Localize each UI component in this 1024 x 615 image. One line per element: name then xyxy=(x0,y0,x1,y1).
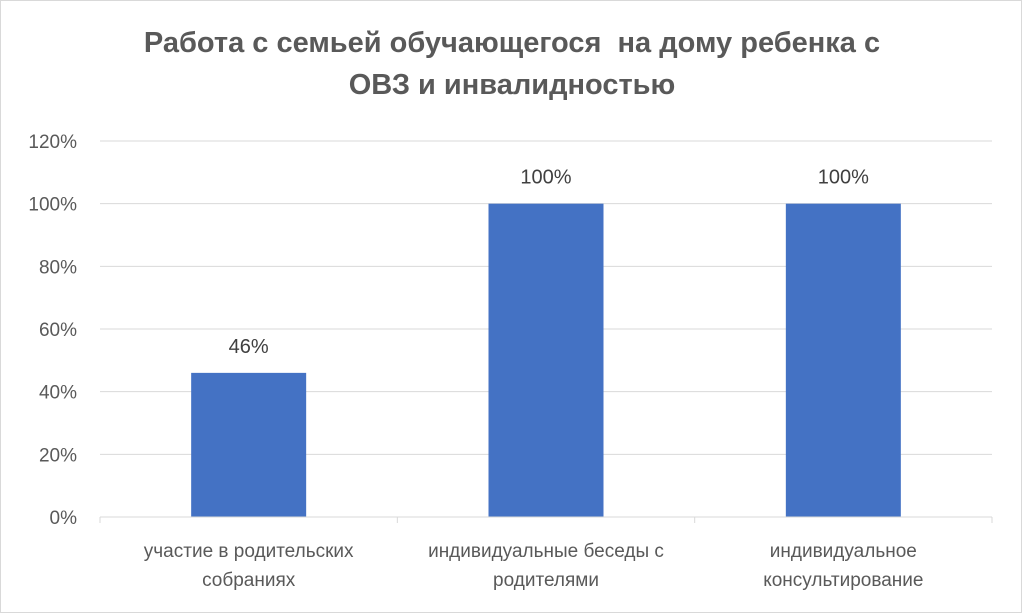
bars xyxy=(191,203,901,517)
y-tick-label: 0% xyxy=(50,508,78,529)
category-label: индивидуальные беседы с xyxy=(428,541,664,562)
category-label: участие в родительских xyxy=(144,541,354,562)
category-label: индивидуальное xyxy=(770,541,917,562)
category-label: консультирование xyxy=(763,570,923,591)
bar xyxy=(488,203,604,517)
data-labels: 46% 100% 100% xyxy=(229,167,869,358)
y-tick-label: 80% xyxy=(39,257,77,278)
x-axis xyxy=(99,516,993,523)
category-label: родителями xyxy=(493,570,599,591)
data-label: 46% xyxy=(229,336,269,358)
y-tick-label: 40% xyxy=(39,383,77,404)
chart-title-line-2: ОВЗ и инвалидностью xyxy=(348,69,676,101)
y-tick-label: 60% xyxy=(39,320,77,341)
category-labels: участие в родительских собраниях индивидуа… xyxy=(144,541,924,591)
y-tick-label: 100% xyxy=(28,195,77,216)
bar xyxy=(785,203,901,517)
data-label: 100% xyxy=(818,167,869,189)
y-tick-label: 20% xyxy=(39,445,77,466)
chart-title-line-1: Работа с семьей обучающегося на дому реб… xyxy=(143,27,881,59)
bar xyxy=(191,372,307,517)
chart-title: Работа с семьей обучающегося на дому реб… xyxy=(0,22,1024,106)
y-axis-ticks: 0% 20% 40% 60% 80% 100% 120% xyxy=(28,132,77,529)
y-tick-label: 120% xyxy=(28,132,77,153)
data-label: 100% xyxy=(520,167,571,189)
category-label: собраниях xyxy=(202,570,296,591)
